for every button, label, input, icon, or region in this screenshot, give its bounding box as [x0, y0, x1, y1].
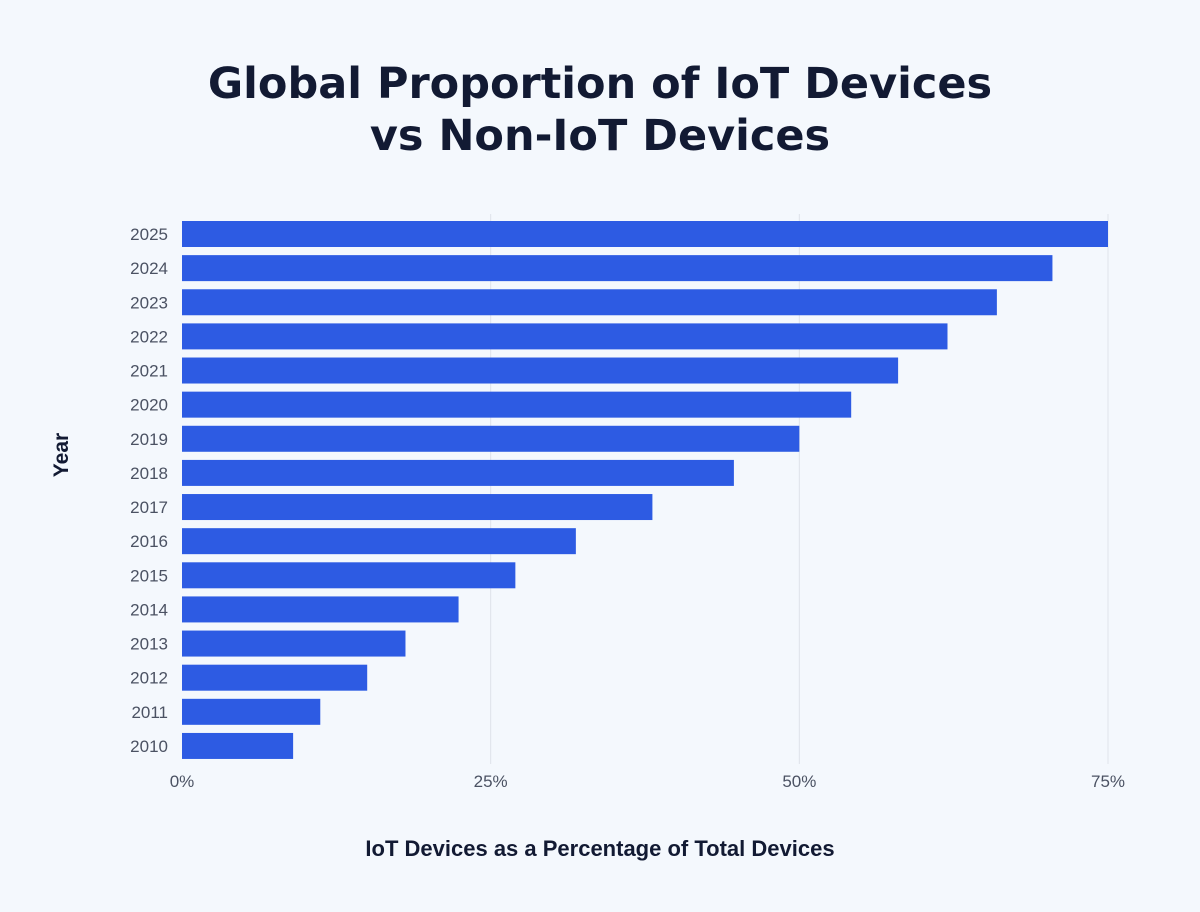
- y-tick-label: 2012: [130, 669, 168, 688]
- bar-2011: [182, 698, 321, 725]
- bar-2022: [182, 323, 948, 350]
- y-tick-label: 2016: [130, 532, 168, 551]
- bar-2019: [182, 425, 800, 452]
- y-tick-label: 2011: [131, 703, 168, 722]
- bar-2014: [182, 596, 459, 623]
- bar-2017: [182, 494, 653, 521]
- x-tick-labels: 0% 25% 50% 75%: [170, 772, 1125, 791]
- bar-2023: [182, 289, 997, 316]
- x-tick-label: 25%: [474, 772, 508, 791]
- y-tick-label: 2014: [130, 600, 168, 619]
- x-tick-label: 75%: [1091, 772, 1125, 791]
- y-tick-label: 2023: [130, 293, 168, 312]
- bar-2016: [182, 528, 576, 555]
- bar-2025: [182, 221, 1108, 247]
- y-axis-label: Year: [50, 432, 73, 478]
- y-tick-label: 2013: [130, 635, 168, 654]
- x-tick-label: 0%: [170, 772, 195, 791]
- y-tick-label: 2017: [130, 498, 168, 517]
- y-tick-label: 2015: [130, 566, 168, 585]
- y-tick-label: 2025: [130, 225, 168, 244]
- y-tick-labels: 2025 2024 2023 2022 2021 2020 2019 2018 2017 2016…: [130, 225, 168, 756]
- y-tick-label: 2021: [130, 362, 168, 381]
- bar-2021: [182, 357, 899, 384]
- y-tick-label: 2022: [130, 327, 168, 346]
- bar-2018: [182, 459, 734, 486]
- y-tick-label: 2024: [130, 259, 168, 278]
- bar-2012: [182, 664, 368, 691]
- chart-title-line-1: Global Proportion of IoT Devices: [207, 59, 993, 109]
- x-axis-label: IoT Devices as a Percentage of Total Dev…: [365, 836, 835, 861]
- y-tick-label: 2020: [130, 396, 168, 415]
- bar-2020: [182, 391, 852, 418]
- chart-title-line-2: vs Non-IoT Devices: [369, 111, 831, 161]
- x-tick-label: 50%: [782, 772, 816, 791]
- bar-2010: [182, 732, 294, 759]
- bar-2013: [182, 630, 406, 657]
- bar-2024: [182, 255, 1053, 282]
- chart-title: Global Proportion of IoT Devices vs Non-…: [0, 58, 1200, 162]
- bars: [182, 221, 1108, 759]
- y-tick-label: 2010: [130, 737, 168, 756]
- bar-2015: [182, 562, 516, 589]
- y-tick-label: 2019: [130, 430, 168, 449]
- y-tick-label: 2018: [130, 464, 168, 483]
